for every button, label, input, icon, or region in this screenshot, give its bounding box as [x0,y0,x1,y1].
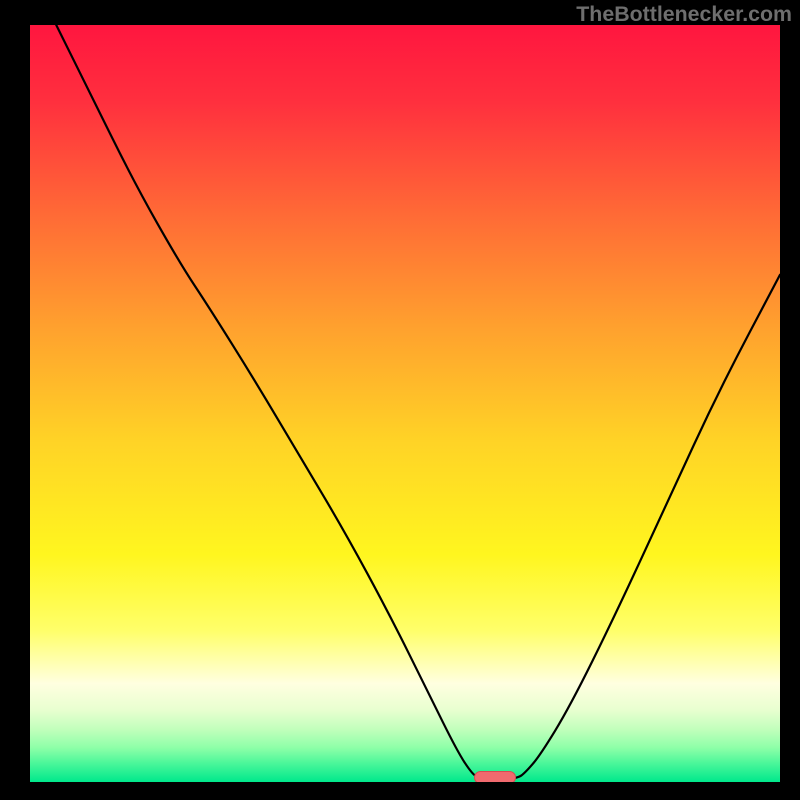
watermark-text: TheBottlenecker.com [576,2,792,27]
plot-area [30,25,780,782]
bottleneck-curve [30,25,780,782]
frame-border-left [0,0,30,800]
frame-border-right [780,0,800,800]
frame-border-bottom [0,782,800,800]
chart-root: TheBottlenecker.com [0,0,800,800]
